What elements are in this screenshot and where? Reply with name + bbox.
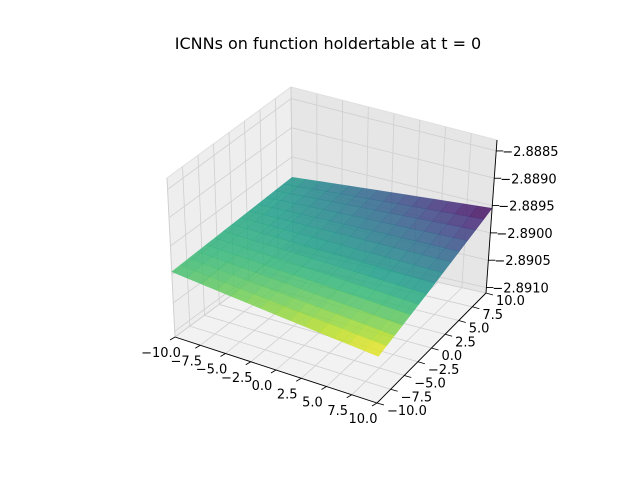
z-gridline (168, 127, 495, 219)
y-tick (431, 347, 439, 351)
y-tick (376, 402, 385, 406)
y-gridline (197, 155, 405, 376)
z-tick-label: −2.8890 (500, 172, 556, 187)
y-tick-label: −7.5 (401, 390, 433, 405)
y-tick (390, 388, 398, 392)
x-tick (346, 394, 352, 399)
surface-facet (171, 264, 196, 279)
y-tick (485, 292, 494, 296)
chart-title: ICNNs on function holdertable at t = 0 (175, 34, 481, 53)
z-tick-label: −2.8905 (494, 254, 550, 269)
surface-plot (171, 177, 493, 357)
y-tick-label: 10.0 (496, 294, 525, 309)
x-tick (220, 353, 226, 357)
y-tick (417, 361, 425, 365)
z-axis-line (485, 139, 498, 294)
y-tick (458, 320, 466, 323)
z-tick-label: −2.8900 (496, 227, 552, 242)
z-gridline (170, 156, 493, 247)
x-tick (169, 336, 176, 341)
y-tick-label: 0.0 (442, 349, 463, 364)
y-tick (445, 333, 453, 337)
y-tick-label: −5.0 (414, 377, 446, 392)
y-tick-label: 2.5 (455, 335, 476, 350)
y-tick (404, 375, 412, 378)
x-tick (296, 377, 302, 382)
x-tick-label: −5.0 (196, 363, 228, 378)
x-tick (245, 361, 251, 366)
x-tick (195, 344, 201, 349)
y-tick-label: 5.0 (469, 322, 490, 337)
x-tick-label: 0.0 (252, 379, 273, 394)
y-tick-label: 7.5 (482, 308, 503, 323)
z-tick-label: −2.8895 (498, 200, 554, 215)
x-tick-label: 2.5 (277, 387, 298, 402)
axis-ticks: −10.0−7.5−5.0−2.50.02.55.07.510.0−10.0−7… (141, 145, 559, 427)
x-tick-label: −2.5 (221, 371, 253, 386)
y-gridline (182, 166, 391, 390)
x-tick (270, 369, 277, 374)
x-tick-label: −10.0 (141, 346, 181, 361)
y-tick-label: −10.0 (387, 404, 427, 419)
x-tick-label: 7.5 (327, 404, 348, 419)
x-tick (371, 402, 378, 407)
y-tick (472, 306, 480, 310)
z-tick-label: −2.8885 (502, 145, 558, 160)
x-tick-label: 10.0 (349, 412, 378, 427)
z-gridline (167, 98, 497, 190)
y-tick-label: −2.5 (428, 363, 460, 378)
x-tick-label: 5.0 (302, 396, 323, 411)
x-tick (321, 386, 327, 390)
z-tick-label: −2.8910 (492, 282, 548, 297)
x-tick-label: −7.5 (170, 354, 202, 369)
